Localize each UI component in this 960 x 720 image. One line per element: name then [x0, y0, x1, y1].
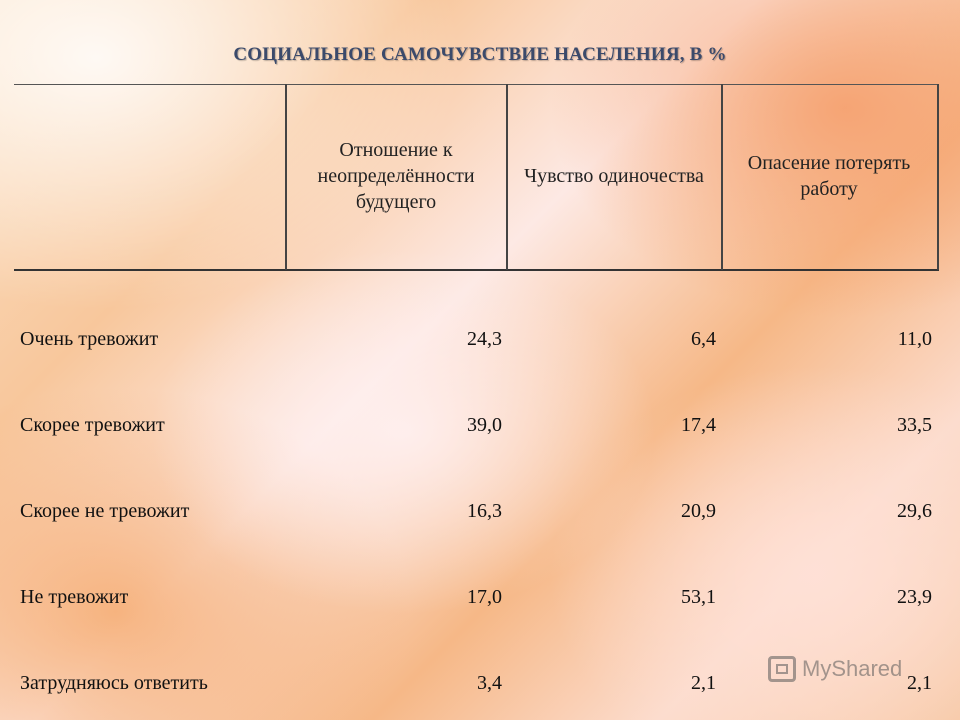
row-label: Затрудняюсь ответить	[20, 672, 208, 694]
column-divider	[506, 84, 508, 270]
table-cell: 2,1	[691, 672, 716, 694]
table-cell: 33,5	[897, 414, 932, 436]
row-label: Скорее не тревожит	[20, 500, 190, 522]
table-cell: 6,4	[691, 328, 716, 350]
table-cell: 16,3	[467, 500, 502, 522]
table-cell: 17,0	[467, 586, 502, 608]
table-cell: 23,9	[897, 586, 932, 608]
table-cell: 39,0	[467, 414, 502, 436]
table-cell: 20,9	[681, 500, 716, 522]
table-cell: 53,1	[681, 586, 716, 608]
row-label: Скорее тревожит	[20, 414, 165, 436]
table-cell: 17,4	[681, 414, 716, 436]
row-label: Не тревожит	[20, 586, 129, 608]
column-header-loneliness: Чувство одиночества	[524, 165, 704, 187]
watermark: MyShared	[768, 656, 902, 682]
myshared-logo-icon	[768, 656, 796, 682]
table-cell: 29,6	[897, 500, 932, 522]
column-header-job-loss: Опасение потерять работу	[747, 152, 911, 200]
column-divider	[937, 84, 939, 270]
watermark-text: MyShared	[802, 656, 903, 681]
table-header	[14, 84, 939, 271]
column-divider	[721, 84, 723, 270]
table-cell: 2,1	[907, 672, 932, 694]
column-header-uncertainty: Отношение к неопределённости будущего	[317, 139, 475, 213]
row-label: Очень тревожит	[20, 328, 159, 350]
table-cell: 24,3	[467, 328, 502, 350]
page-title: СОЦИАЛЬНОЕ САМОЧУВСТВИЕ НАСЕЛЕНИЯ, В %	[233, 44, 727, 65]
table-cell: 11,0	[897, 328, 932, 350]
column-divider	[285, 84, 287, 270]
table-cell: 3,4	[477, 672, 502, 694]
